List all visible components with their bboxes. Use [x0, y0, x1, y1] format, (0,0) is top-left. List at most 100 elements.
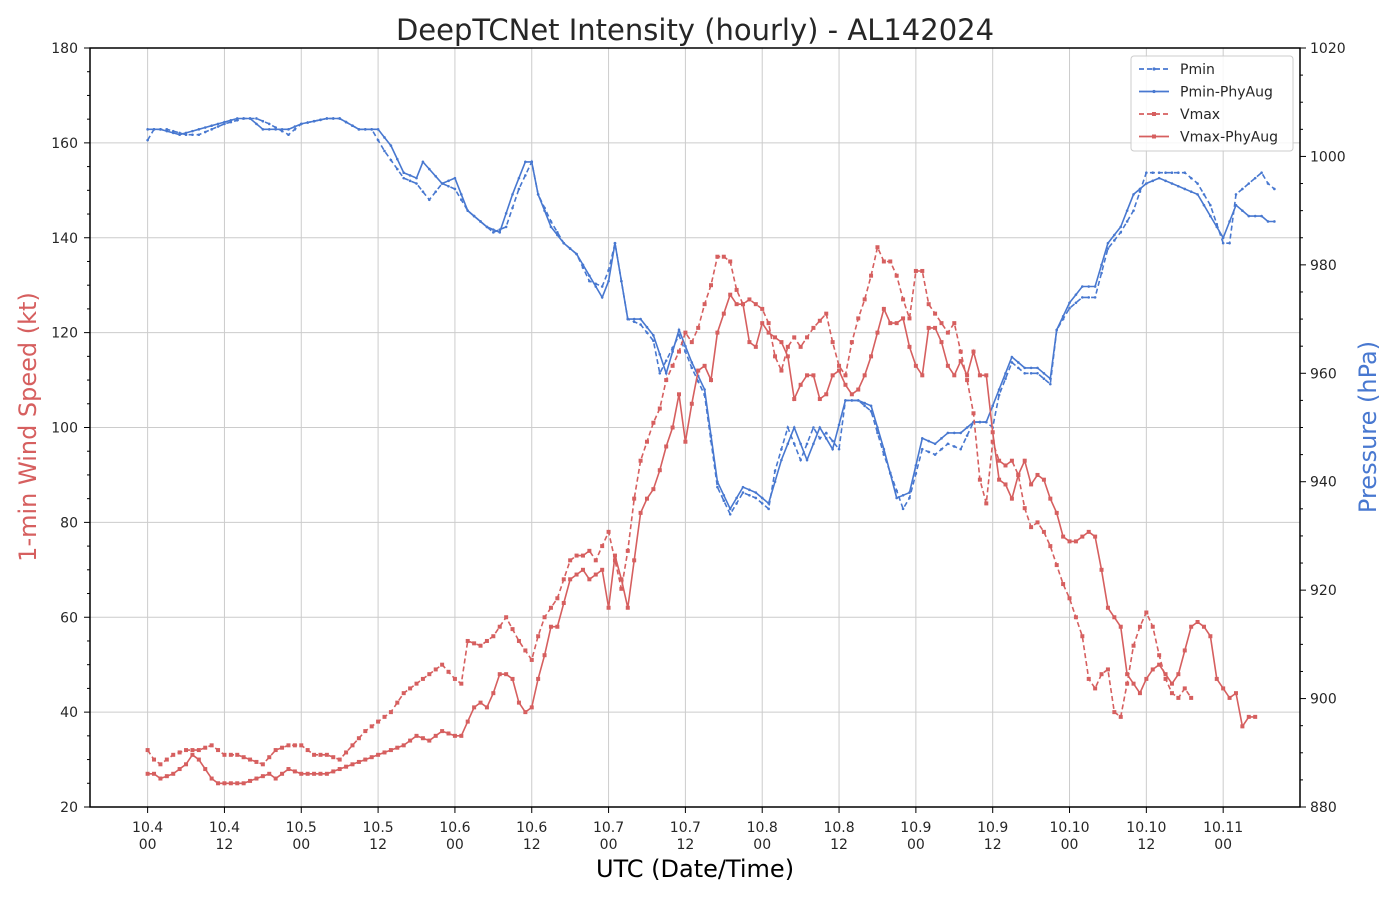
- x-tick-hour: 12: [830, 837, 848, 853]
- data-point: [568, 247, 572, 250]
- data-point: [1118, 714, 1123, 719]
- data-point: [286, 743, 291, 748]
- data-point: [1099, 567, 1104, 572]
- data-point: [1170, 171, 1174, 174]
- data-point: [1157, 653, 1162, 658]
- data-point: [683, 439, 688, 444]
- data-point: [754, 496, 758, 500]
- data-point: [914, 472, 918, 475]
- data-point: [184, 131, 188, 135]
- data-point: [152, 128, 156, 131]
- data-point: [913, 363, 918, 368]
- data-point: [203, 767, 208, 772]
- data-point: [248, 117, 252, 120]
- x-tick-hour: 00: [907, 837, 925, 853]
- data-point: [280, 129, 284, 133]
- x-tick-date: 10.8: [747, 820, 778, 836]
- legend-label: Vmax: [1180, 107, 1220, 123]
- legend-item: Pmin-PhyAug: [1139, 85, 1273, 101]
- data-point: [676, 392, 681, 397]
- data-point: [1017, 366, 1020, 370]
- data-point: [862, 373, 867, 378]
- data-point: [977, 477, 982, 482]
- data-point: [1080, 534, 1085, 539]
- data-point: [876, 426, 879, 429]
- data-point: [306, 121, 309, 124]
- legend-marker: [1152, 112, 1156, 116]
- data-point: [1253, 176, 1257, 180]
- data-point: [1112, 710, 1117, 715]
- data-point: [1227, 695, 1232, 700]
- data-point: [760, 502, 764, 505]
- data-point: [940, 437, 943, 440]
- data-point: [261, 128, 265, 131]
- data-point: [620, 279, 623, 283]
- data-point: [350, 743, 355, 748]
- data-point: [728, 259, 733, 264]
- data-point: [274, 128, 277, 131]
- data-point: [1042, 371, 1046, 375]
- data-point: [786, 442, 790, 446]
- data-point: [396, 167, 399, 171]
- data-point: [548, 624, 553, 629]
- data-point: [1273, 187, 1276, 191]
- data-point: [223, 122, 226, 126]
- data-point: [734, 287, 739, 292]
- right-tick-label: 1000: [1310, 149, 1346, 165]
- data-point: [907, 344, 912, 349]
- data-point: [1221, 241, 1225, 245]
- data-point: [664, 444, 669, 449]
- data-point: [299, 743, 304, 748]
- data-point: [1196, 182, 1199, 185]
- data-point: [1061, 315, 1065, 318]
- data-point: [1132, 209, 1135, 212]
- data-point: [484, 638, 489, 643]
- x-tick-date: 10.7: [670, 820, 701, 836]
- data-point: [1137, 691, 1142, 696]
- data-point: [652, 334, 655, 337]
- data-point: [171, 131, 175, 135]
- data-point: [504, 672, 509, 677]
- data-point: [420, 676, 425, 681]
- data-point: [741, 485, 745, 489]
- data-point: [1010, 361, 1014, 364]
- data-point: [1273, 220, 1276, 223]
- data-point: [497, 624, 502, 629]
- data-point: [1048, 496, 1053, 501]
- data-point: [1183, 187, 1187, 191]
- data-point: [203, 130, 207, 134]
- data-point: [1093, 285, 1097, 288]
- data-point: [971, 411, 976, 416]
- data-point: [703, 388, 706, 391]
- data-point: [556, 233, 559, 237]
- data-point: [920, 268, 925, 273]
- data-point: [555, 624, 560, 629]
- data-point: [600, 567, 605, 572]
- series-line: [146, 117, 1275, 516]
- left-tick-label: 140: [51, 231, 78, 247]
- data-point: [568, 577, 573, 582]
- x-tick-hour: 00: [1061, 837, 1079, 853]
- data-point: [209, 743, 214, 748]
- data-point: [766, 321, 771, 326]
- data-point: [888, 259, 893, 264]
- data-point: [287, 128, 290, 131]
- data-point: [785, 344, 790, 349]
- data-point: [171, 129, 175, 133]
- data-point: [600, 544, 605, 549]
- data-point: [716, 480, 719, 484]
- data-point: [287, 133, 290, 137]
- data-point: [472, 641, 477, 646]
- data-point: [1073, 615, 1078, 620]
- x-tick-hour: 00: [600, 837, 618, 853]
- data-point: [817, 397, 822, 402]
- data-point: [1169, 691, 1174, 696]
- data-point: [1189, 624, 1194, 629]
- data-point: [235, 752, 240, 757]
- data-point: [324, 752, 329, 757]
- data-point: [798, 344, 803, 349]
- data-point: [1106, 241, 1110, 245]
- data-point: [1151, 171, 1155, 174]
- data-point: [542, 615, 547, 620]
- data-point: [939, 340, 944, 345]
